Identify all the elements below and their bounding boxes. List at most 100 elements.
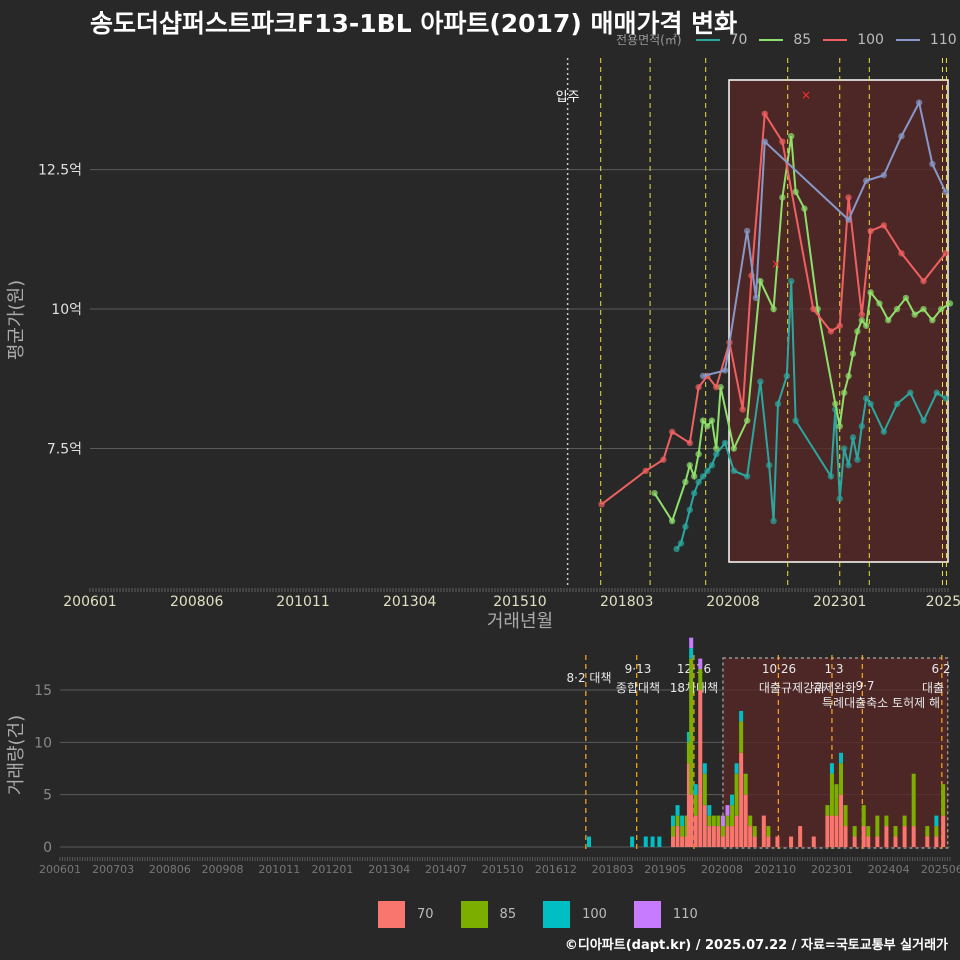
x-tick-label: 201304 [383,594,437,610]
legend-swatch-70 [695,38,720,41]
bar-segment-110 [725,805,730,816]
series-100 [598,110,949,508]
legend-top-title: 전용면적(㎡) [616,33,682,47]
bar-segment-110 [720,815,725,827]
y2-tick-label: 15 [34,683,52,699]
series-line-110 [702,99,947,377]
legend-label-110: 110 [929,31,957,48]
policy-date-label: 9·13 [625,662,652,676]
legend-box-label-100: 100 [582,907,607,922]
bar-segment-100 [702,763,707,774]
policy-date-label: 8·2 대책 [567,670,612,685]
bar-segment-85 [680,826,685,837]
series-line-100 [600,110,947,506]
bar-segment-85 [686,742,691,764]
bar-segment-85 [825,805,830,816]
credit-text: ©디아파트(dapt.kr) / 2025.07.22 / 자료=국토교통부 실… [564,938,948,953]
bar-segment-70 [752,836,757,847]
policy-date-label: 6·2 [931,662,950,676]
x2-tick-label: 202008 [701,863,743,876]
x-tick-label: 202008 [706,594,759,610]
move-in-label: 입주 [556,90,580,105]
legend-top: 전용면적(㎡) 70 85 100 110 [616,31,957,48]
bar-segment-70 [789,836,794,847]
x-tick-label: 202301 [813,594,866,610]
bar-segment-85 [720,826,725,837]
bar-segment-100 [839,752,844,764]
bar-segment-70 [761,815,766,847]
series-110 [699,99,949,380]
bar-segment-70 [925,836,930,847]
bar-segment-100 [675,805,680,816]
x2-tick-label: 200601 [39,863,81,876]
bar-segment-70 [893,836,898,847]
bar-segment-85 [707,815,712,827]
bar-segment-70 [739,752,744,847]
bar-segment-85 [766,826,771,837]
series-line-85 [653,135,951,524]
bar-segment-85 [739,721,744,753]
bar-segment-70 [734,815,739,847]
bar-segment-70 [693,815,698,847]
policy-sub-label: 특례대출축소 토허제 해 [822,696,940,710]
legend-swatch-85 [759,38,784,41]
legend-swatch-100 [823,38,848,41]
bar-segment-70 [716,826,721,847]
bar-segment-100 [730,794,735,806]
bar-segment-70 [766,836,771,847]
bar-segment-70 [852,836,857,847]
x-tick-label: 200601 [63,594,116,610]
policy-sub-label: 대출규제강화 [759,681,825,695]
policy-date-label: 1·3 [824,662,843,676]
bar-segment-85 [843,805,848,827]
bar-segment-85 [893,826,898,837]
bar-segment-100 [587,836,592,847]
bar-segment-85 [743,773,748,795]
bar-segment-100 [680,815,685,827]
x2-tick-label: 202404 [868,863,910,876]
x-marker: × [771,257,781,271]
bar-segment-85 [675,815,680,827]
x2-tick-label: 201407 [425,863,467,876]
policy-date-label: 12·16 [677,662,711,676]
bar-segment-70 [834,815,839,847]
x-axis-label: 거래년월 [487,611,553,632]
bar-segment-100 [829,763,834,774]
bar-segment-85 [839,763,844,795]
bar-segment-85 [725,815,730,827]
bar-segment-70 [720,836,725,847]
x2-tick-label: 202110 [754,863,796,876]
legend-swatch-110 [895,38,920,41]
bar-segment-70 [711,826,716,847]
bar-segment-100 [686,731,691,743]
policy-date-label: 10·26 [762,662,796,676]
bar-segment-100 [739,710,744,722]
bar-segment-70 [875,836,880,847]
policy-sub-label: 대출 [922,681,944,695]
legend-bottom: 70 85 100 110 [378,901,725,928]
x2-tick-label: 201011 [258,863,300,876]
x2-tick-label: 201201 [311,863,353,876]
bar-segment-85 [730,805,735,827]
y-tick-label: 12.5억 [38,163,82,179]
x-tick-label: 200806 [170,594,224,610]
bar-segment-85 [941,784,946,816]
x2-tick-label: 200908 [202,863,244,876]
bar-segment-85 [884,815,889,827]
bar-segment-70 [675,826,680,847]
bar-segment-100 [650,836,655,847]
x2-tick-label: 202506 [921,863,960,876]
bar-segment-85 [748,815,753,827]
y2-tick-label: 0 [43,840,52,856]
bar-segment-70 [884,826,889,847]
bar-segment-85 [875,815,880,837]
x2-tick-label: 202301 [811,863,853,876]
bar-segment-85 [934,826,939,837]
bar-segment-70 [680,836,685,847]
x2-tick-label: 200806 [149,863,191,876]
policy-date-label: 9·7 [855,679,874,693]
legend-box-110 [633,901,661,928]
legend-label-100: 100 [857,31,884,48]
x2-tick-label: 201510 [482,863,524,876]
